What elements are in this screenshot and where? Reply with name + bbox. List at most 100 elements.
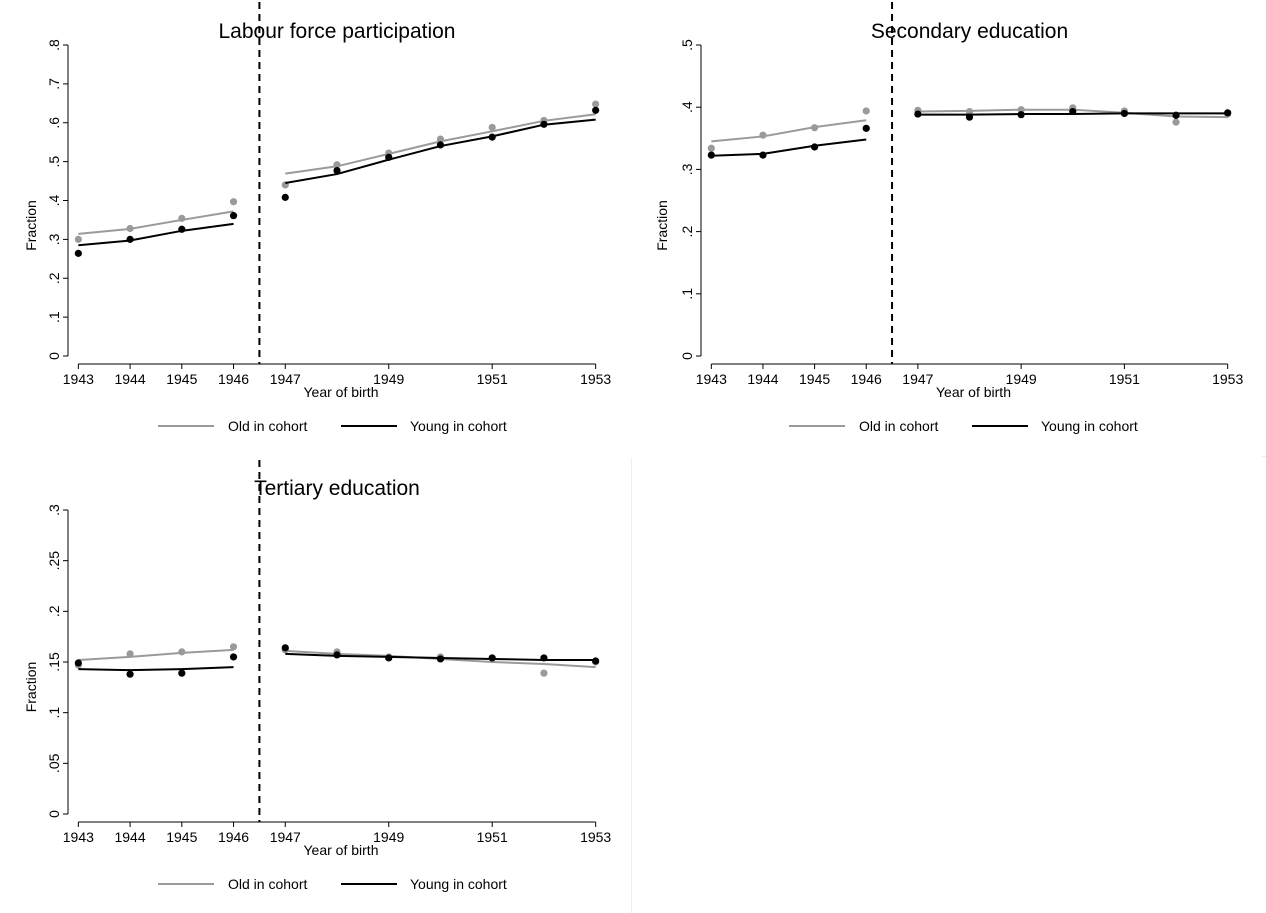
y-tick-label: .1 [679,288,695,300]
x-tick-label: 1945 [799,371,830,387]
data-point-young [436,141,445,149]
data-point-young [74,659,82,667]
legend-label-old: Old in cohort [228,418,307,434]
legend-label-old: Old in cohort [859,418,938,434]
x-tick-label: 1953 [580,829,611,845]
data-point-old [74,235,82,243]
x-tick-label: 1946 [218,371,249,387]
y-tick-label: .15 [46,652,62,672]
legend-label-old: Old in cohort [228,876,307,892]
y-tick-label: .2 [46,272,62,284]
x-axis-label: Year of birth [304,384,379,400]
x-tick-label: 1943 [63,371,94,387]
y-tick-label: 0 [46,352,62,360]
data-point-young [759,151,767,159]
chart-svg: Tertiary education 0 .05 .1 .15 .2 .25 .3 Fracti… [23,460,611,892]
data-point-young [74,249,82,257]
y-tick-label: .7 [46,78,62,90]
y-tick-label: .3 [679,163,695,175]
y-tick-label: .25 [46,551,62,571]
data-point-old [759,131,767,139]
data-point-young [1224,109,1232,117]
data-point-young [488,654,496,662]
x-tick-label: 1949 [1006,371,1037,387]
data-point-young [281,644,289,652]
x-tick-label: 1949 [373,371,404,387]
x-tick-label: 1947 [270,829,301,845]
data-point-young [488,133,496,141]
y-tick-label: .5 [679,39,695,51]
y-tick-label: .2 [679,226,695,238]
data-point-young [1017,111,1025,119]
legend-label-young: Young in cohort [410,876,507,892]
data-point-old [862,107,870,115]
data-point-young [1172,111,1180,119]
data-point-old [333,161,341,169]
data-point-old [178,648,186,656]
y-axis-label: Fraction [23,662,39,713]
x-tick-label: 1943 [63,829,94,845]
chart-svg: Secondary education 0 .1 .2 .3 .4 .5 Fraction 19… [654,2,1243,434]
fit-line-old [78,648,234,661]
data-point-old [540,669,548,677]
x-tick-label: 1944 [114,371,145,387]
data-point-old [592,100,600,108]
data-point-young [965,113,974,121]
data-point-old [126,224,134,233]
data-point-young [178,225,186,233]
x-axis-label: Year of birth [304,842,379,858]
y-tick-label: .4 [679,101,695,113]
y-axis-label: Fraction [654,200,670,251]
data-point-young [1120,109,1129,118]
chart-panel-secondary-education: Secondary education 0 .1 .2 .3 .4 .5 Fraction 19… [631,0,1262,458]
chart-svg: Labour force participation 0 .1 .2 .3 .4 .5 .6.… [23,2,611,434]
y-tick-label: .05 [46,753,62,773]
y-axis-label: Fraction [23,200,39,251]
chart-panel-labour-force: Labour force participation 0 .1 .2 .3 .4 .5 .6.… [0,0,631,458]
data-point-old [965,107,974,116]
fit-line-young [78,222,234,247]
data-point-young [385,153,393,161]
x-tick-label: 1943 [696,371,727,387]
data-point-young [540,120,548,128]
data-point-young [592,657,600,665]
x-tick-label: 1947 [270,371,301,387]
x-tick-label: 1945 [166,829,197,845]
data-point-old [229,198,238,206]
data-point-old [178,214,186,222]
y-tick-label: .3 [46,233,62,245]
legend-label-young: Young in cohort [410,418,507,434]
fit-line-young [285,118,596,184]
x-tick-label: 1945 [166,371,197,387]
data-point-old [1017,106,1025,114]
data-point-young [862,124,870,132]
y-tick-label: .3 [46,504,62,516]
y-tick-label: .8 [46,39,62,51]
x-tick-label: 1944 [114,829,145,845]
x-tick-label: 1947 [902,371,933,387]
legend-label-young: Young in cohort [1041,418,1138,434]
data-point-young [178,669,186,677]
data-point-young [333,651,341,659]
y-tick-label: .6 [46,117,62,129]
x-tick-label: 1951 [477,371,508,387]
data-point-young [126,235,134,243]
data-point-young [592,106,600,114]
data-point-young [540,654,548,662]
chart-title: Labour force participation [219,20,456,43]
x-tick-label: 1951 [1109,371,1140,387]
data-point-old [488,123,496,132]
data-point-young [1069,107,1077,116]
fit-line-old [711,119,867,143]
data-point-old [229,643,238,651]
data-point-young [810,143,819,151]
y-tick-label: .1 [46,707,62,719]
y-tick-label: .2 [46,605,62,617]
fit-line-old [78,210,234,235]
data-point-young [385,654,393,662]
fit-line-young [78,666,234,672]
y-tick-label: .4 [46,194,62,206]
data-point-young [707,151,715,159]
x-tick-label: 1946 [851,371,882,387]
x-tick-label: 1953 [1212,371,1243,387]
